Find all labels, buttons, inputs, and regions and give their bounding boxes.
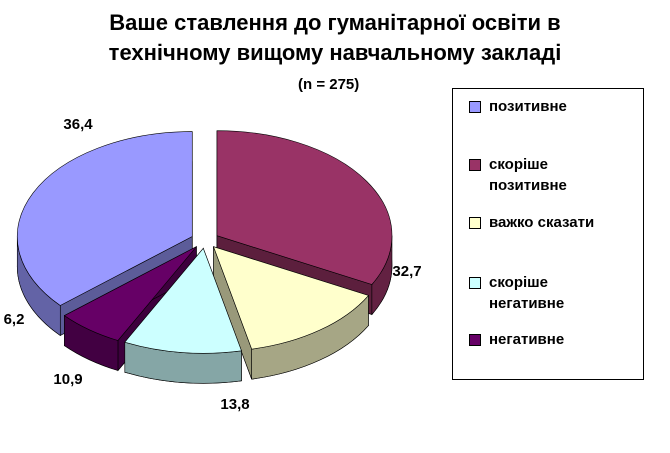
- legend-label: скоріше негативне: [489, 274, 565, 312]
- legend-swatch: [469, 101, 481, 113]
- slice: [17, 131, 193, 306]
- legend-item: скоріше негативне: [469, 273, 627, 314]
- legend: позитивне скоріше позитивне важко сказати с…: [452, 88, 644, 380]
- legend-item: скоріше позитивне: [469, 155, 627, 196]
- legend-swatch: [469, 277, 481, 289]
- legend-swatch: [469, 334, 481, 346]
- chart-title: технічному вищому навчальному закладі: [108, 40, 562, 65]
- legend-item: важко сказати: [469, 213, 627, 233]
- data-label: 32,7: [392, 263, 421, 280]
- legend-item: позитивне: [469, 97, 627, 117]
- data-label: 36,4: [63, 116, 93, 133]
- legend-swatch: [469, 217, 481, 229]
- legend-label: позитивне: [489, 98, 567, 115]
- legend-label: негативне: [489, 331, 565, 348]
- slice: [124, 247, 242, 354]
- slice: [213, 246, 369, 350]
- data-label: 6,2: [4, 311, 25, 328]
- legend-label: важко сказати: [489, 214, 595, 231]
- chart-subtitle: (n = 275): [298, 76, 360, 93]
- data-label: 13,8: [220, 396, 249, 413]
- slice: [216, 130, 393, 285]
- legend-label: скоріше позитивне: [489, 156, 567, 194]
- legend-item: негативне: [469, 330, 627, 350]
- chart-title: Ваше ставлення до гуманітарної освіти в: [109, 10, 561, 35]
- slice: [63, 246, 197, 341]
- legend-swatch: [469, 159, 481, 171]
- data-label: 10,9: [53, 371, 82, 388]
